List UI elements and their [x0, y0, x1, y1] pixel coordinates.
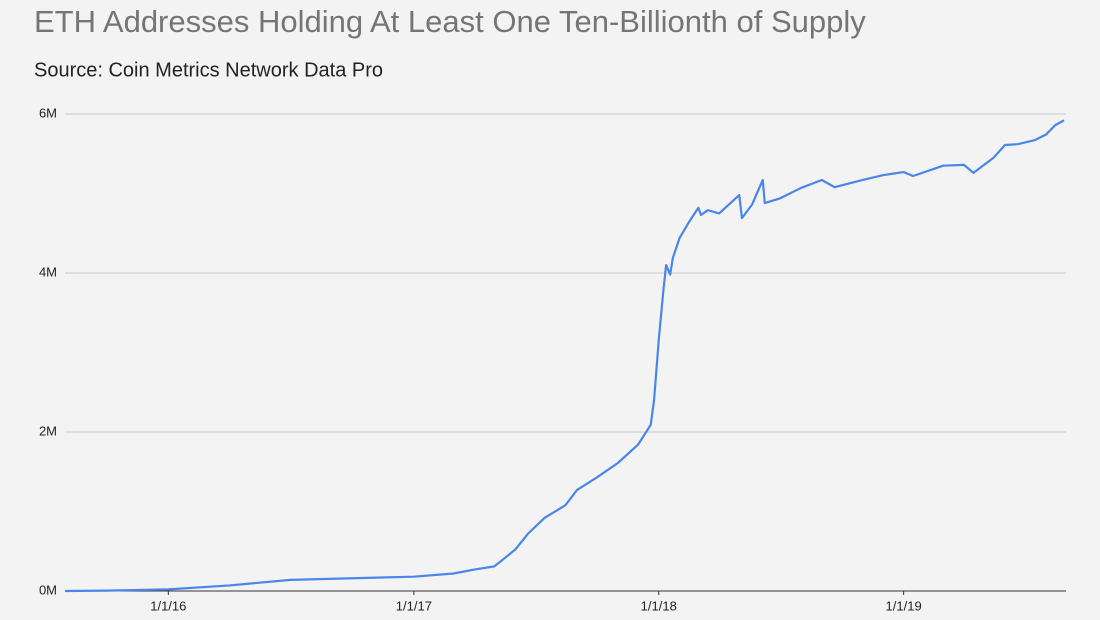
y-tick-label: 6M — [39, 105, 57, 120]
y-tick-label: 4M — [39, 264, 57, 279]
chart-subtitle: Source: Coin Metrics Network Data Pro — [34, 59, 383, 81]
y-tick-label: 2M — [39, 423, 57, 438]
data-line — [65, 119, 1065, 593]
x-tick-label: 1/1/18 — [641, 598, 677, 613]
x-tick-label: 1/1/19 — [886, 598, 922, 613]
chart-title: ETH Addresses Holding At Least One Ten-B… — [34, 4, 866, 39]
x-tick-label: 1/1/16 — [150, 598, 186, 613]
x-tick-label: 1/1/17 — [396, 598, 432, 613]
y-tick-label: 0M — [39, 582, 57, 597]
